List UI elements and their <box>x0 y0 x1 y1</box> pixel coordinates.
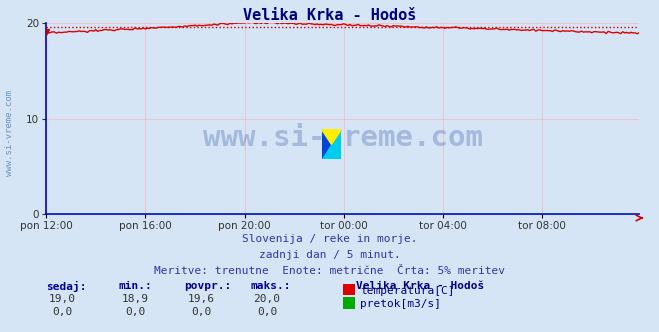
Text: Meritve: trenutne  Enote: metrične  Črta: 5% meritev: Meritve: trenutne Enote: metrične Črta: … <box>154 266 505 276</box>
Text: www.si-vreme.com: www.si-vreme.com <box>203 124 482 152</box>
Polygon shape <box>322 129 341 144</box>
Text: zadnji dan / 5 minut.: zadnji dan / 5 minut. <box>258 250 401 260</box>
Text: povpr.:: povpr.: <box>185 281 232 290</box>
Text: 0,0: 0,0 <box>125 307 145 317</box>
Text: min.:: min.: <box>119 281 152 290</box>
Text: 0,0: 0,0 <box>53 307 72 317</box>
Text: 19,6: 19,6 <box>188 294 214 304</box>
Text: Velika Krka - Hodoš: Velika Krka - Hodoš <box>356 281 484 290</box>
Text: pretok[m3/s]: pretok[m3/s] <box>360 299 441 309</box>
Text: 0,0: 0,0 <box>257 307 277 317</box>
Text: 19,0: 19,0 <box>49 294 76 304</box>
Text: www.si-vreme.com: www.si-vreme.com <box>5 90 14 176</box>
Text: maks.:: maks.: <box>250 281 291 290</box>
Text: 0,0: 0,0 <box>191 307 211 317</box>
Polygon shape <box>322 129 341 159</box>
Text: sedaj:: sedaj: <box>46 281 86 291</box>
Text: Velika Krka - Hodoš: Velika Krka - Hodoš <box>243 8 416 23</box>
Polygon shape <box>322 129 341 159</box>
Text: temperatura[C]: temperatura[C] <box>360 286 454 295</box>
Text: 18,9: 18,9 <box>122 294 148 304</box>
Text: 20,0: 20,0 <box>254 294 280 304</box>
Text: Slovenija / reke in morje.: Slovenija / reke in morje. <box>242 234 417 244</box>
